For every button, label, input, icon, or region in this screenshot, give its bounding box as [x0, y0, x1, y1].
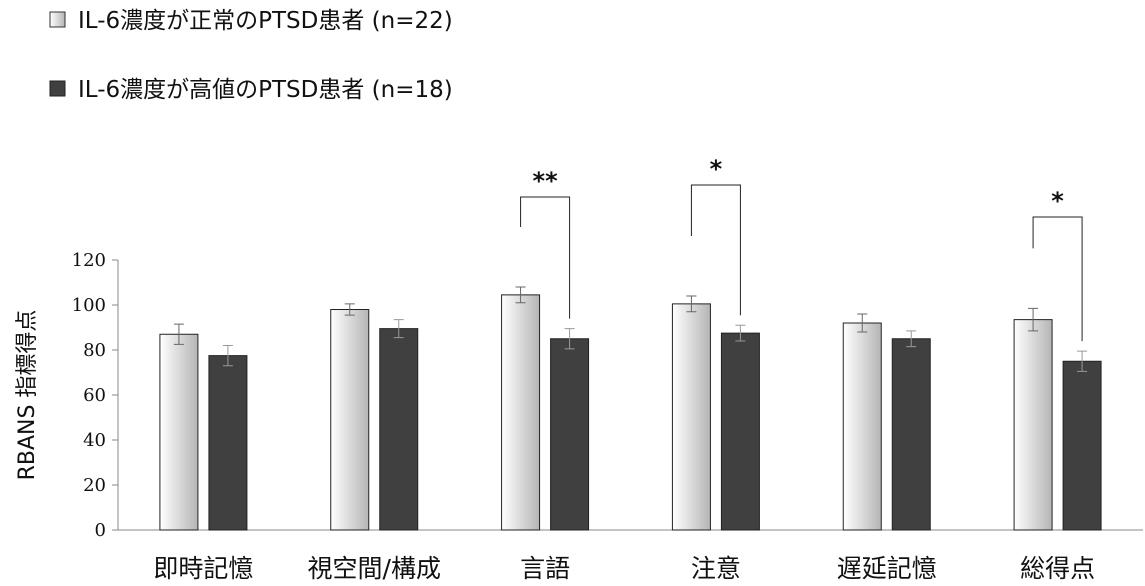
- x-category-label: 視空間/構成: [308, 554, 441, 583]
- y-tick-label: 60: [83, 385, 106, 406]
- y-tick-label: 80: [83, 340, 106, 361]
- bars: 即時記憶 視空間/構成 言語 注意 遅延記憶 総得点: [153, 286, 1102, 583]
- x-category-label: 注意: [691, 554, 741, 583]
- significance-markers: ** **: [520, 155, 1083, 342]
- bar-high: [720, 332, 760, 531]
- y-tick-label: 20: [83, 475, 106, 496]
- x-category-label: 言語: [520, 554, 570, 583]
- bar-high: [1062, 360, 1102, 531]
- significance-bracket: [690, 184, 741, 316]
- significance-label: *: [1051, 187, 1064, 215]
- axes: 0 20 40 60 80 100 120: [72, 250, 1143, 541]
- significance-bracket: [520, 196, 571, 319]
- bar-normal: [842, 322, 882, 531]
- significance-label: **: [533, 167, 559, 195]
- bar-normal: [159, 333, 199, 531]
- y-tick-label: 0: [95, 520, 106, 541]
- y-tick-label: 100: [72, 295, 106, 316]
- legend-swatch-high: [49, 80, 66, 97]
- legend-swatch-normal: [49, 11, 66, 28]
- bar-normal: [330, 309, 370, 531]
- bar-high: [891, 338, 931, 531]
- legend: IL-6濃度が正常のPTSD患者 (n=22) IL-6濃度が高値のPTSD患者…: [49, 8, 453, 103]
- bar-high: [379, 328, 419, 531]
- bar-normal: [501, 294, 541, 531]
- bar-normal: [1013, 319, 1053, 531]
- x-category-label: 遅延記憶: [837, 554, 937, 583]
- significance-label: *: [710, 155, 723, 183]
- y-axis-label: RBANS 指標得点: [15, 310, 40, 481]
- legend-label-normal: IL-6濃度が正常のPTSD患者 (n=22): [78, 8, 453, 34]
- legend-label-high: IL-6濃度が高値のPTSD患者 (n=18): [78, 77, 453, 103]
- x-category-label: 総得点: [1020, 554, 1095, 583]
- x-category-label: 即時記憶: [153, 554, 253, 583]
- bar-high: [550, 338, 590, 531]
- y-tick-label: 120: [72, 250, 106, 271]
- bar-high: [208, 355, 248, 531]
- significance-bracket: [1032, 216, 1083, 342]
- bar-normal: [671, 303, 711, 531]
- y-tick-label: 40: [83, 430, 106, 451]
